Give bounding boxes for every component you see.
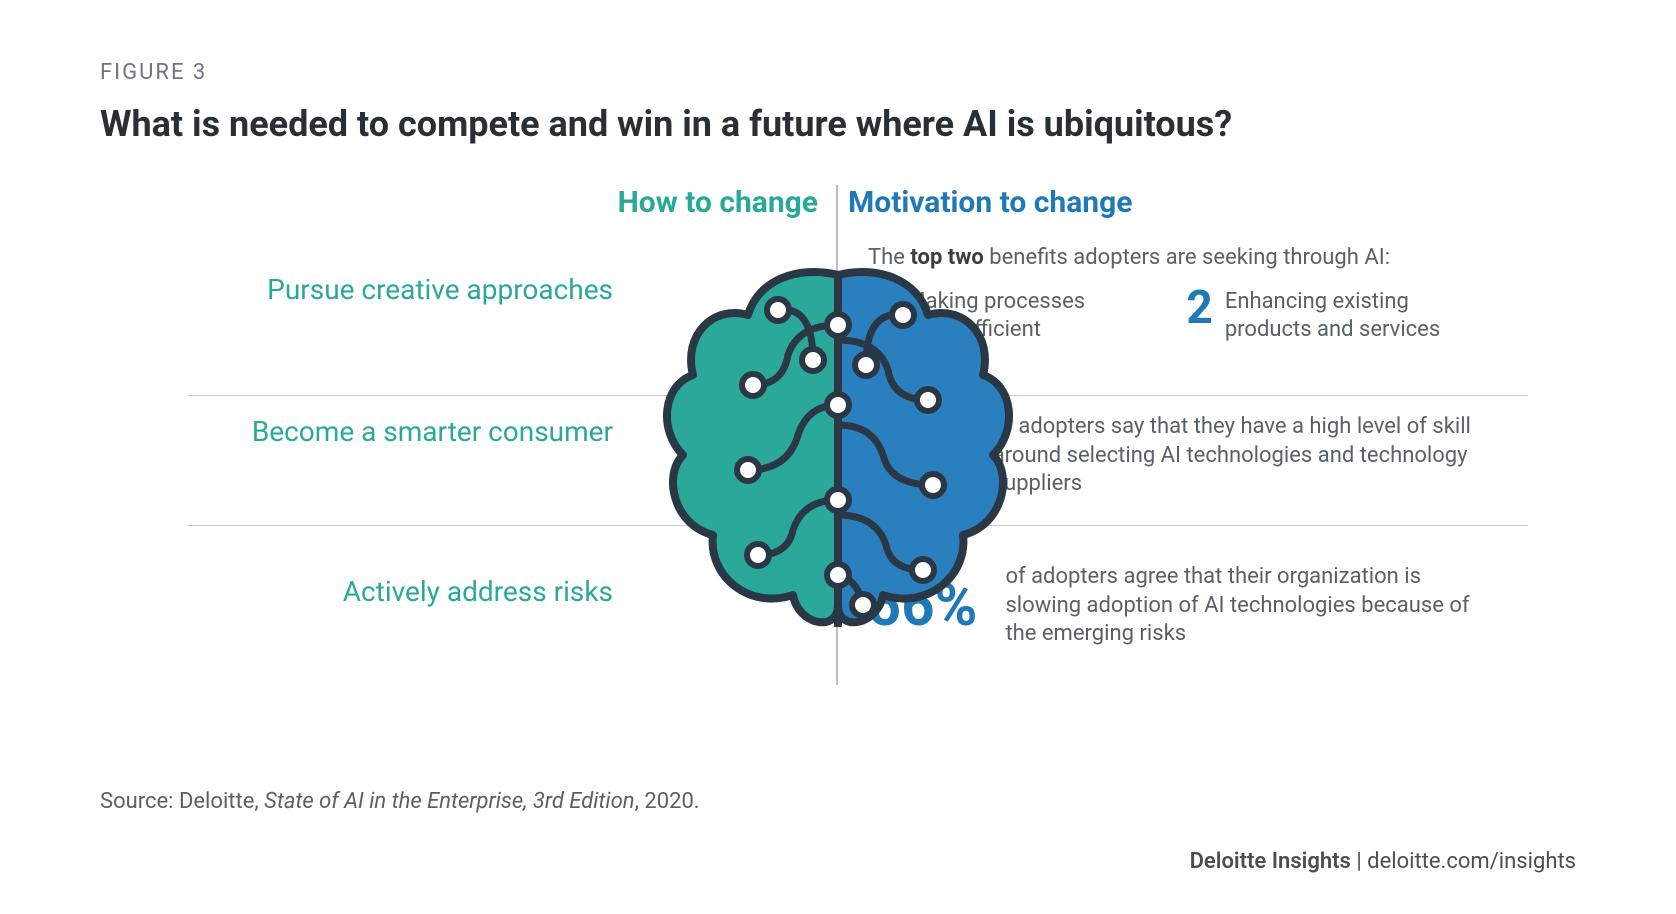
row3-left-label: Actively address risks xyxy=(213,575,613,608)
row2-text: of adopters say that they have a high le… xyxy=(993,413,1473,499)
row1-intro-suffix: benefits adopters are seeking through AI… xyxy=(984,245,1390,270)
row2-left-label: Become a smarter consumer xyxy=(213,415,613,448)
figure-label: FIGURE 3 xyxy=(100,60,1576,85)
footer-sep: | xyxy=(1351,849,1367,874)
column-right-header: Motivation to change xyxy=(848,185,1132,220)
brain-icon xyxy=(638,245,1038,645)
footer-brand-name: Deloitte Insights xyxy=(1190,849,1351,874)
source-line: Source: Deloitte, State of AI in the Ent… xyxy=(100,789,700,814)
footer-url: deloitte.com/insights xyxy=(1367,849,1576,874)
benefit-2-num: 2 xyxy=(1186,288,1212,329)
column-left-header: How to change xyxy=(618,185,818,220)
benefit-2: 2 Enhancing existing products and servic… xyxy=(1186,288,1484,343)
column-headers: How to change Motivation to change xyxy=(148,185,1528,235)
row1-left-label: Pursue creative approaches xyxy=(213,273,613,306)
source-suffix: , 2020. xyxy=(635,789,700,814)
source-italic: State of AI in the Enterprise, 3rd Editi… xyxy=(264,789,634,814)
benefit-2-text: Enhancing existing products and services xyxy=(1225,288,1485,343)
footer-brand: Deloitte Insights | deloitte.com/insight… xyxy=(1190,849,1576,874)
source-prefix: Source: Deloitte, xyxy=(100,789,264,814)
diagram: How to change Motivation to change Pursu… xyxy=(148,185,1528,685)
page-title: What is needed to compete and win in a f… xyxy=(100,103,1576,145)
row3-text: of adopters agree that their organizatio… xyxy=(1005,563,1485,649)
